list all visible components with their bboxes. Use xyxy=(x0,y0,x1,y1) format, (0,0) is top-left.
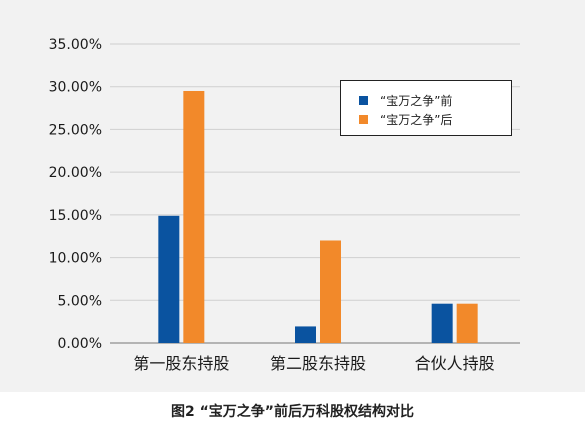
bar-after-2 xyxy=(456,303,478,343)
x-category-label: 合伙人持股 xyxy=(415,354,495,373)
y-tick-label: 35.00% xyxy=(49,37,102,53)
bar-before-1 xyxy=(295,326,316,343)
x-category-label: 第一股东持股 xyxy=(133,354,229,373)
axes: 0.00% 5.00% 10.00% 15.00% 20.00% 25.00% 30.00%… xyxy=(49,37,495,373)
legend-label-after: “宝万之争”后 xyxy=(380,112,453,127)
bar-chart: 0.00% 5.00% 10.00% 15.00% 20.00% 25.00% 30.00%… xyxy=(49,37,520,373)
bar-before-0 xyxy=(158,215,180,343)
y-tick-label: 5.00% xyxy=(58,293,102,309)
bar-after-1 xyxy=(320,240,341,343)
legend-swatch-after xyxy=(359,114,368,124)
bars xyxy=(158,90,478,343)
legend-swatch-before xyxy=(359,95,368,105)
y-tick-label: 20.00% xyxy=(49,165,102,181)
legend: “宝万之争”前 “宝万之争”后 xyxy=(340,80,512,136)
y-tick-label: 15.00% xyxy=(49,208,102,224)
y-tick-label: 10.00% xyxy=(49,251,102,267)
x-category-label: 第二股东持股 xyxy=(270,354,366,373)
y-tick-label: 0.00% xyxy=(58,336,102,352)
figure-caption: 图2 “宝万之争”前后万科股权结构对比 xyxy=(170,403,415,420)
y-tick-label: 30.00% xyxy=(49,80,102,96)
plot-panel: 0.00% 5.00% 10.00% 15.00% 20.00% 25.00% 30.00%… xyxy=(0,0,585,392)
legend-item-after: “宝万之争”后 xyxy=(359,110,452,128)
y-tick-label: 25.00% xyxy=(49,122,102,138)
bar-after-0 xyxy=(183,90,205,343)
bar-before-2 xyxy=(431,303,453,343)
legend-label-before: “宝万之争”前 xyxy=(380,93,453,108)
legend-item-before: “宝万之争”前 xyxy=(359,91,452,109)
